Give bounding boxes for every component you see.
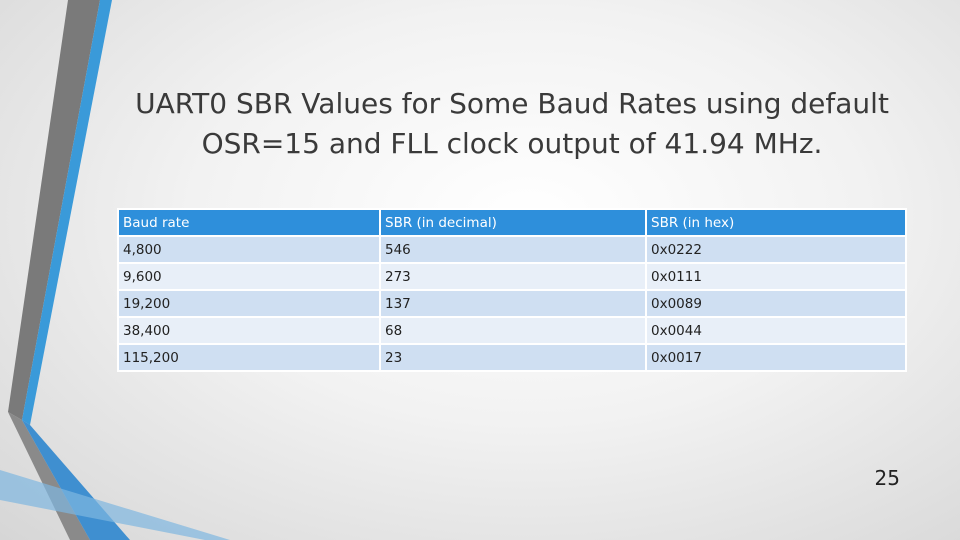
table-row: 115,200 23 0x0017	[117, 343, 907, 372]
table-cell: 0x0017	[645, 343, 907, 372]
table-cell: 546	[379, 235, 647, 264]
table-cell: 23	[379, 343, 647, 372]
gray-stripe	[8, 0, 100, 420]
table-cell: 9,600	[117, 262, 381, 291]
title-line: OSR=15 and FLL clock output of 41.94 MHz…	[201, 127, 823, 160]
light-stripe	[0, 470, 230, 540]
blue-stripe	[22, 0, 112, 425]
table-cell: 19,200	[117, 289, 381, 318]
table-row: 4,800 546 0x0222	[117, 235, 907, 264]
table-cell: 4,800	[117, 235, 381, 264]
table-cell: 0x0222	[645, 235, 907, 264]
table-cell: 38,400	[117, 316, 381, 345]
table-cell: 68	[379, 316, 647, 345]
gray-stripe-lower	[8, 412, 90, 540]
title-line: UART0 SBR Values for Some Baud Rates usi…	[135, 87, 889, 120]
table-row: 38,400 68 0x0044	[117, 316, 907, 345]
table-cell: 273	[379, 262, 647, 291]
table-cell: 0x0089	[645, 289, 907, 318]
table-row: 9,600 273 0x0111	[117, 262, 907, 291]
table-cell: 0x0111	[645, 262, 907, 291]
header-cell: SBR (in hex)	[645, 208, 907, 237]
table-cell: 137	[379, 289, 647, 318]
table-cell: 0x0044	[645, 316, 907, 345]
table-cell: 115,200	[117, 343, 381, 372]
header-cell: SBR (in decimal)	[379, 208, 647, 237]
table-row: 19,200 137 0x0089	[117, 289, 907, 318]
header-cell: Baud rate	[117, 208, 381, 237]
slide-title: UART0 SBR Values for Some Baud Rates usi…	[130, 84, 894, 164]
header-row: Baud rate SBR (in decimal) SBR (in hex)	[117, 208, 907, 237]
table: Baud rate SBR (in decimal) SBR (in hex) 4,8…	[117, 208, 907, 372]
page-number: 25	[874, 466, 900, 490]
